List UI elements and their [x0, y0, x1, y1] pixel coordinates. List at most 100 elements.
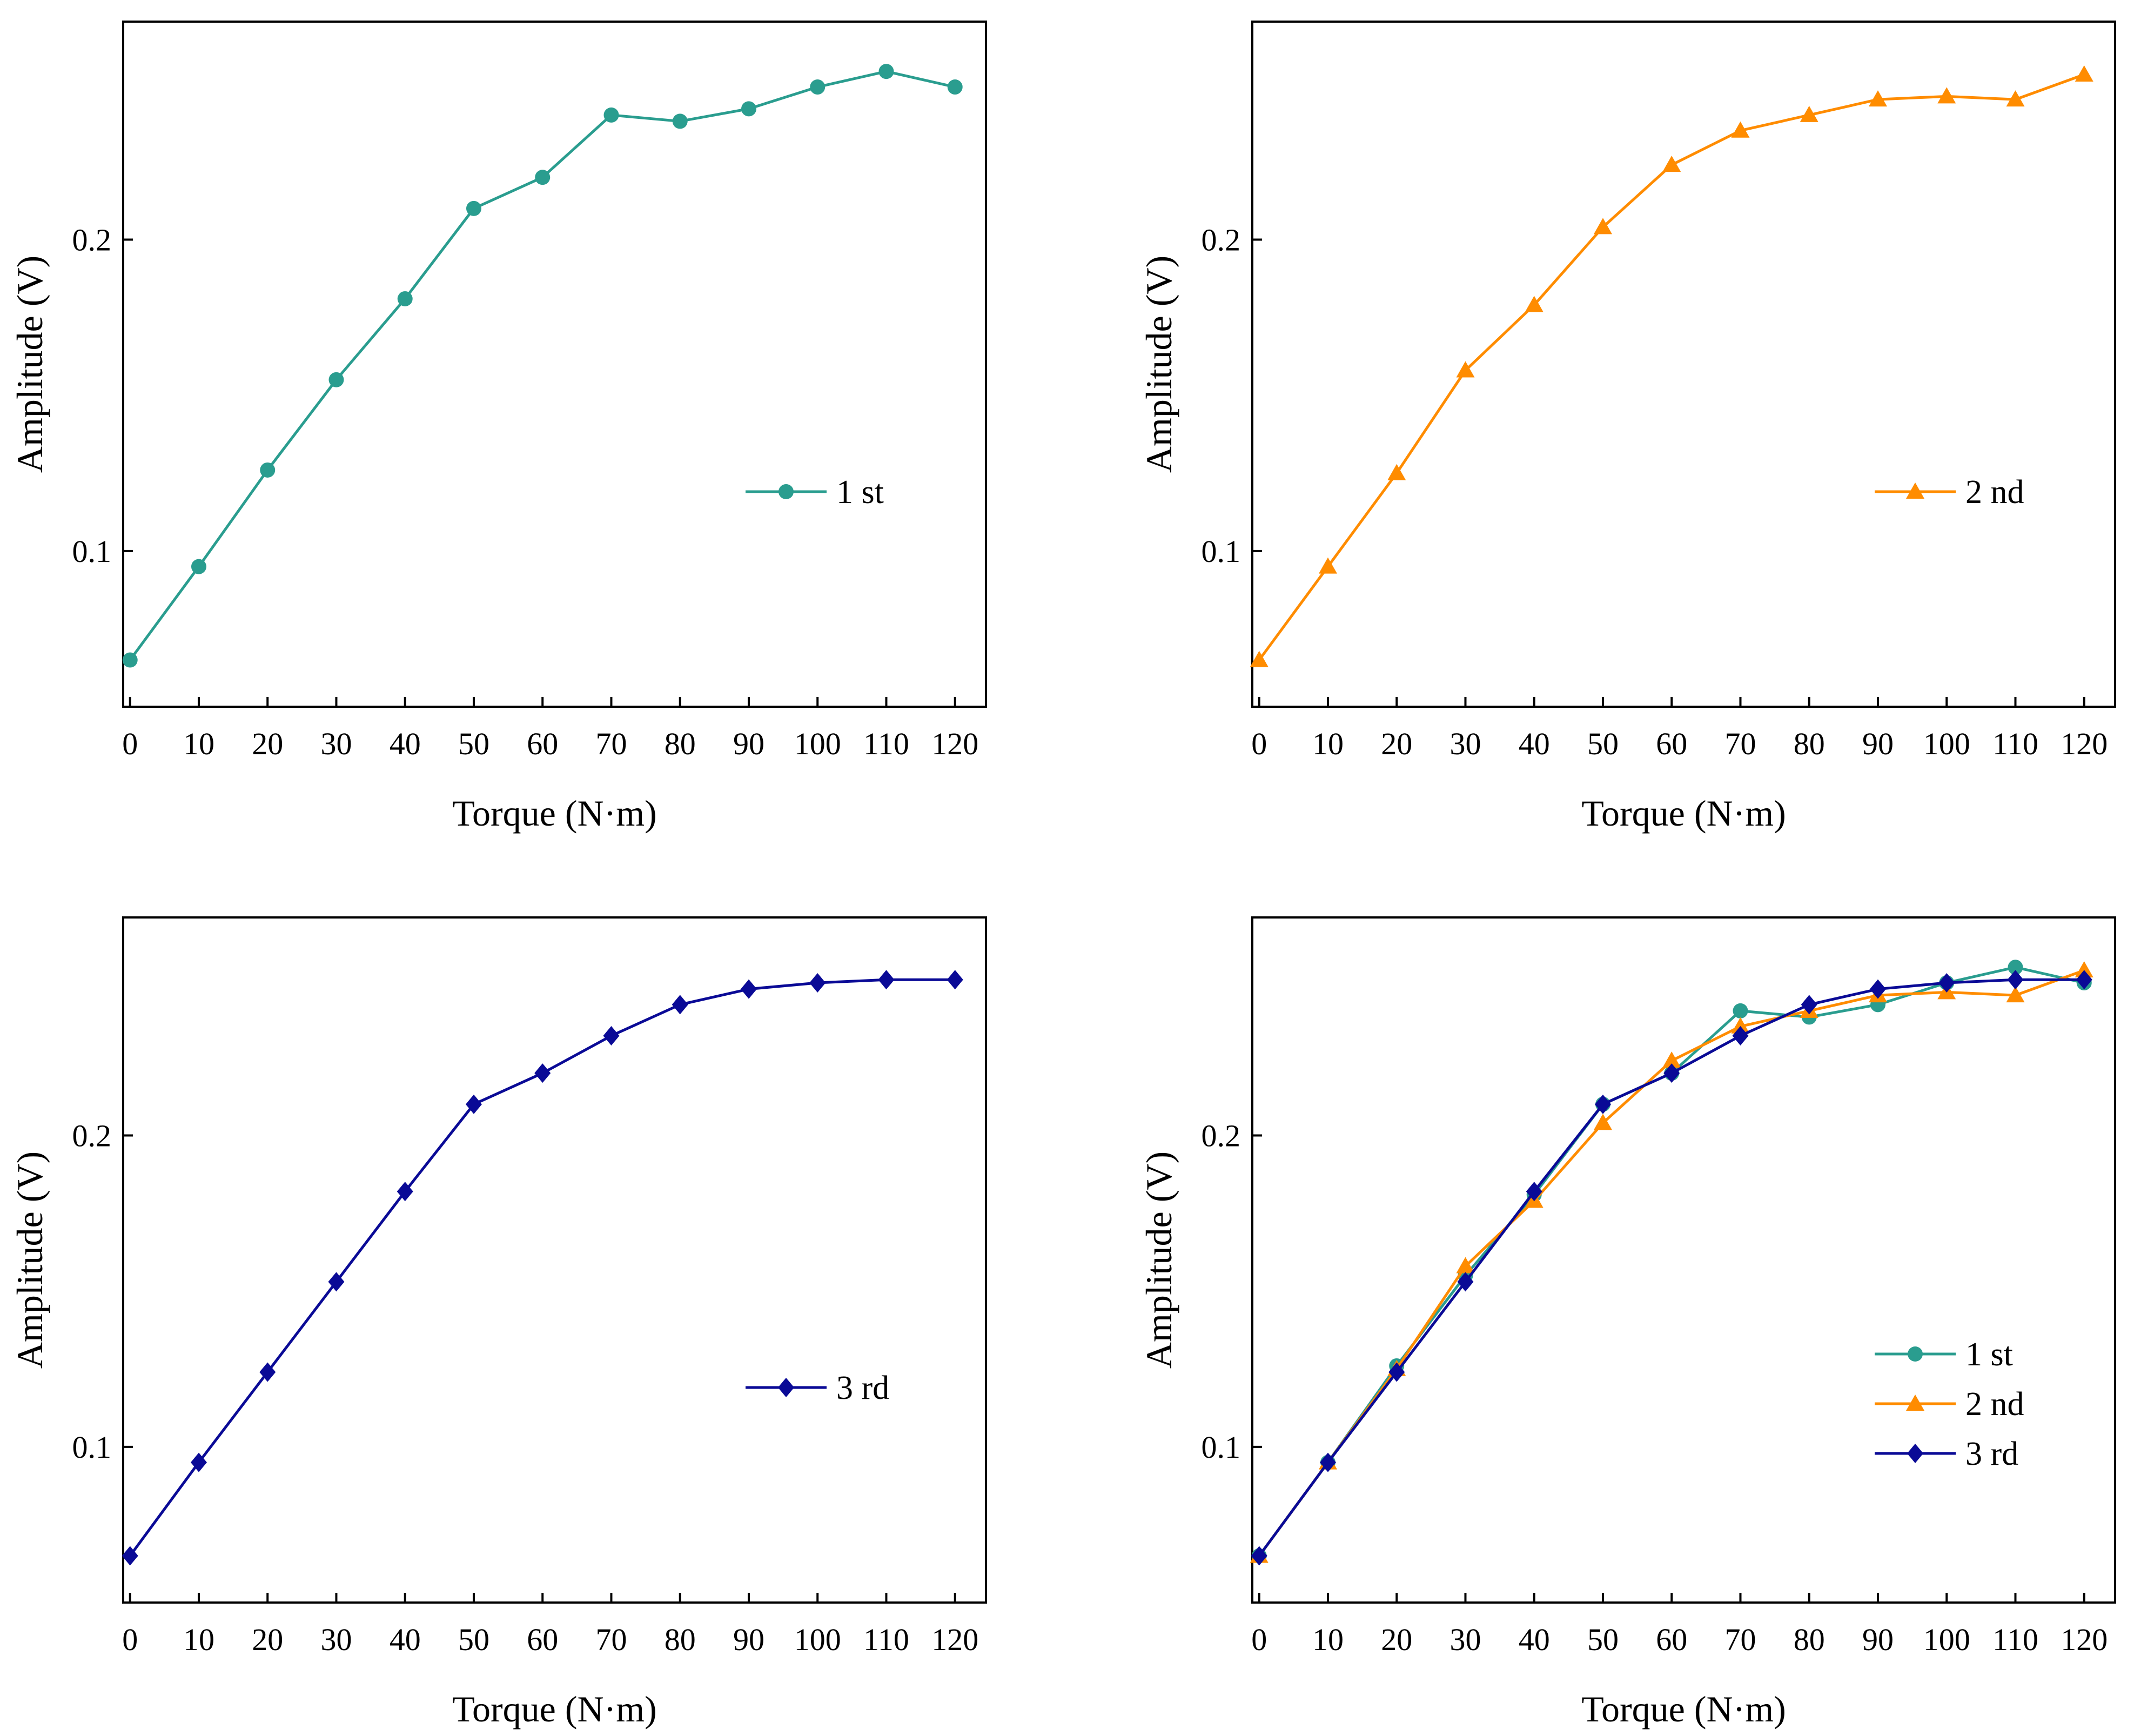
data-point-triangle	[1662, 1051, 1681, 1068]
y-tick-label: 0.2	[1202, 1118, 1241, 1153]
x-tick-label: 80	[1794, 726, 1825, 761]
data-point-diamond	[603, 1026, 620, 1046]
chart-panel-1: 0 10 20 30 40 50 60 70 80 90 100 110 120 0.1 0.2 Torque…	[9, 21, 987, 834]
x-tick-label: 110	[863, 726, 909, 761]
data-point-triangle	[1593, 218, 1612, 234]
data-point-triangle	[2006, 90, 2025, 107]
x-tick-label: 30	[1449, 726, 1481, 761]
data-point-triangle	[1662, 156, 1681, 172]
x-tick-label: 70	[595, 726, 627, 761]
data-point-circle	[260, 462, 276, 478]
data-point-circle	[672, 113, 688, 129]
data-point-diamond	[809, 973, 826, 993]
data-point-diamond	[397, 1182, 413, 1202]
data-point-diamond	[534, 1063, 551, 1083]
plot-frame	[122, 21, 987, 708]
x-tick-label: 10	[1312, 1622, 1344, 1657]
x-tick-label: 120	[2061, 1622, 2108, 1657]
data-point-circle	[810, 79, 826, 95]
data-point-diamond	[740, 979, 757, 999]
chart-panel-4: 0 10 20 30 40 50 60 70 80 90 100 110 120 0.1 0.2 Torque…	[1138, 916, 2116, 1730]
x-tick-label: 110	[863, 1622, 909, 1657]
y-tick-label: 0.2	[1202, 222, 1241, 257]
data-point-diamond	[1388, 1362, 1405, 1382]
data-point-diamond	[1319, 1452, 1336, 1472]
x-tick-label: 40	[390, 726, 421, 761]
legend-label: 1 st	[1965, 1336, 2013, 1373]
x-tick-label: 0	[1251, 1622, 1267, 1657]
data-point-circle	[947, 79, 963, 95]
x-tick-label: 100	[1923, 1622, 1970, 1657]
data-point-circle	[535, 170, 551, 185]
data-point-triangle	[1731, 1017, 1750, 1034]
x-tick-label: 80	[665, 726, 696, 761]
data-point-diamond	[1869, 979, 1886, 999]
x-tick-label: 120	[931, 726, 978, 761]
data-point-circle	[1733, 1003, 1748, 1018]
legend-marker-triangle	[1906, 482, 1924, 499]
legend-label: 3 rd	[1965, 1436, 2018, 1472]
data-point-diamond	[259, 1362, 276, 1382]
data-point-diamond	[1594, 1094, 1611, 1114]
data-point-diamond	[190, 1452, 207, 1472]
legend-marker-diamond	[778, 1378, 794, 1397]
data-point-circle	[328, 372, 344, 387]
data-point-circle	[741, 101, 756, 117]
legend-label: 1 st	[836, 474, 884, 511]
x-tick-label: 30	[320, 726, 352, 761]
x-tick-label: 20	[1381, 726, 1412, 761]
data-point-diamond	[672, 995, 688, 1015]
x-tick-label: 40	[1519, 726, 1550, 761]
x-tick-label: 10	[1312, 726, 1344, 761]
data-point-triangle	[1250, 651, 1269, 667]
x-tick-label: 90	[1862, 726, 1894, 761]
series-line-1	[129, 70, 956, 661]
chart-panel-3: 0 10 20 30 40 50 60 70 80 90 100 110 120 0.1 0.2 Torque…	[9, 916, 987, 1730]
x-tick-label: 60	[527, 1622, 558, 1657]
data-point-diamond	[1732, 1026, 1749, 1046]
data-point-triangle	[2075, 961, 2093, 977]
x-axis-label: Torque (N·m)	[1581, 793, 1786, 834]
x-tick-label: 70	[595, 1622, 627, 1657]
x-tick-label: 30	[320, 1622, 352, 1657]
y-axis-label: Amplitude (V)	[9, 256, 50, 473]
x-tick-label: 10	[183, 1622, 214, 1657]
x-tick-label: 20	[252, 726, 283, 761]
x-tick-label: 0	[1251, 726, 1267, 761]
plot-frame	[1251, 21, 2116, 708]
x-tick-label: 20	[252, 1622, 283, 1657]
legend-marker-circle	[779, 484, 794, 499]
data-point-triangle	[1937, 87, 1956, 104]
data-point-diamond	[947, 970, 963, 990]
x-tick-label: 90	[733, 1622, 764, 1657]
data-point-diamond	[1526, 1182, 1542, 1202]
data-point-circle	[603, 107, 619, 123]
x-tick-label: 50	[1587, 1622, 1619, 1657]
x-tick-label: 90	[733, 726, 764, 761]
data-point-circle	[397, 291, 413, 306]
data-point-diamond	[2007, 970, 2024, 990]
x-tick-label: 110	[1992, 1622, 2038, 1657]
x-tick-label: 0	[122, 1622, 138, 1657]
data-point-circle	[191, 559, 206, 574]
data-point-diamond	[1251, 1546, 1267, 1566]
legend-marker-circle	[1908, 1346, 1923, 1362]
x-tick-label: 120	[2061, 726, 2108, 761]
data-point-triangle	[1731, 121, 1750, 138]
x-tick-label: 80	[665, 1622, 696, 1657]
data-point-circle	[122, 652, 138, 668]
data-point-circle	[2008, 960, 2023, 975]
data-point-diamond	[878, 970, 895, 990]
x-axis-label: Torque (N·m)	[452, 1688, 657, 1730]
legend-label: 2 nd	[1965, 474, 2024, 511]
legend-label: 3 rd	[836, 1370, 889, 1406]
x-tick-label: 60	[527, 726, 558, 761]
legend-label: 2 nd	[1965, 1386, 2024, 1423]
data-point-triangle	[1456, 1257, 1475, 1273]
data-point-triangle	[1868, 90, 1887, 107]
x-tick-label: 40	[390, 1622, 421, 1657]
data-point-diamond	[2076, 970, 2092, 990]
x-tick-label: 50	[1587, 726, 1619, 761]
data-point-circle	[878, 64, 894, 79]
data-point-triangle	[1456, 361, 1475, 378]
